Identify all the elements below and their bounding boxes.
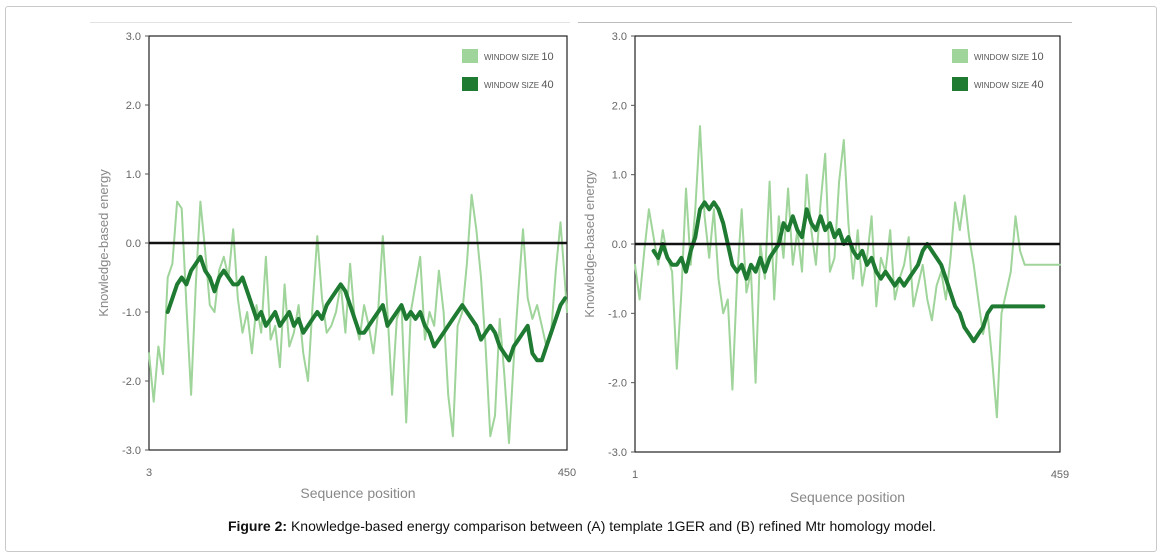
panel-a-x-tick-label: 450	[558, 467, 576, 479]
panel-a-legend-label: WINDOW SIZE 10	[484, 51, 554, 63]
panel-b-series-line-window-10	[634, 125, 1061, 419]
panel-a-y-tick-label: 0.0	[126, 238, 141, 250]
panel-a-top-rule	[90, 22, 570, 23]
panel-a-y-tick-label: -2.0	[122, 376, 141, 388]
panel-a-y-tick-label: 1.0	[126, 169, 141, 181]
panel-b-y-tick-label: 1.0	[612, 170, 627, 182]
panel-b-legend-swatch	[952, 49, 968, 63]
panel-b-legend-label: WINDOW SIZE 40	[974, 79, 1044, 91]
panel-b-y-tick-label: -3.0	[608, 447, 627, 459]
panel-b-y-tick-label: -1.0	[608, 308, 627, 320]
panel-a-x-tick-label: 3	[146, 467, 152, 479]
panel-b-y-axis-label: Knowledge-based energy	[582, 170, 597, 318]
panel-a-legend-swatch	[462, 49, 478, 63]
panel-a-y-axis-label: Knowledge-based energy	[96, 169, 111, 317]
figure-caption-text: Knowledge-based energy comparison betwee…	[290, 518, 937, 534]
panel-a-y-tick-label: -1.0	[122, 307, 141, 319]
panel-b-y-tick-label: -2.0	[608, 378, 627, 390]
panel-a-series-line-window-40	[165, 254, 568, 363]
panel-b-x-tick-label: 1	[632, 469, 638, 481]
panel-b-series-line-window-40	[651, 200, 1046, 344]
panel-a-legend-label: WINDOW SIZE 40	[484, 79, 554, 91]
panel-a-series-line-window-10	[148, 193, 568, 445]
panel-b-y-tick-label: 2.0	[612, 100, 627, 112]
figure-caption: Figure 2: Knowledge-based energy compari…	[0, 518, 1164, 534]
panel-a-y-tick-label: 3.0	[126, 31, 141, 43]
panel-a-y-tick-label: -3.0	[122, 445, 141, 457]
figure-label: Figure 2:	[227, 518, 288, 534]
panel-a-legend-swatch	[462, 77, 478, 91]
panel-b-y-tick-label: 0.0	[612, 239, 627, 251]
figure-frame	[5, 6, 1157, 552]
panel-b-legend-label: WINDOW SIZE 10	[974, 51, 1044, 63]
panel-b-x-tick-label: 459	[1051, 469, 1069, 481]
panel-b-legend-swatch	[952, 77, 968, 91]
panel-b-y-tick-label: 3.0	[612, 31, 627, 43]
panel-a-y-tick-label: 2.0	[126, 100, 141, 112]
panel-a-x-axis-label: Sequence position	[300, 485, 415, 501]
panel-b-x-axis-label: Sequence position	[790, 489, 905, 505]
panel-b-top-rule	[578, 22, 1072, 23]
